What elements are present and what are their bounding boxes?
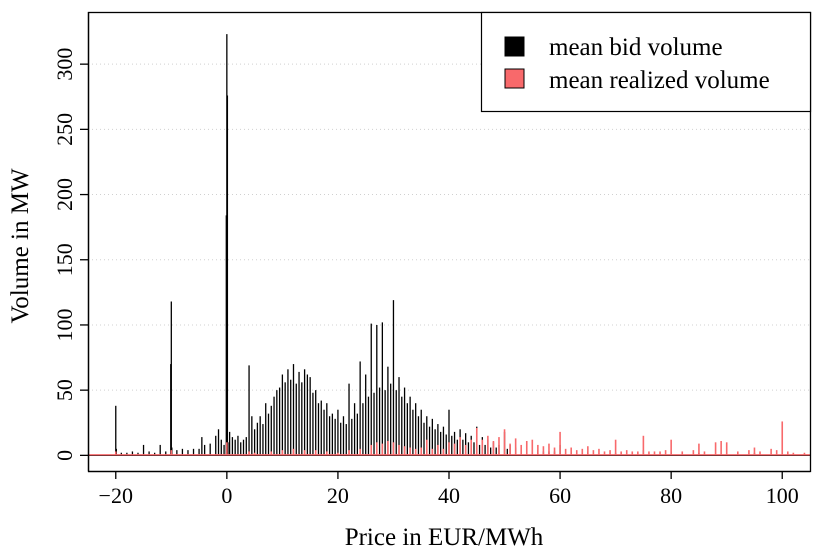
legend: mean bid volume mean realized volume <box>480 11 812 113</box>
y-axis-title: Volume in MW <box>7 168 34 323</box>
x-tick-label: 0 <box>221 483 232 508</box>
legend-swatch-realized <box>504 68 525 89</box>
legend-swatch-bid <box>504 36 525 57</box>
realized-volume-series <box>88 421 810 456</box>
x-tick-label: 20 <box>327 483 349 508</box>
legend-box <box>480 11 812 113</box>
x-tick-label: 100 <box>766 483 799 508</box>
y-tick-label: 250 <box>52 113 77 146</box>
y-tick-label: 50 <box>52 379 77 401</box>
legend-label-realized: mean realized volume <box>549 67 770 94</box>
grid-lines <box>88 63 810 391</box>
x-tick-label: 60 <box>549 483 571 508</box>
y-tick-label: 200 <box>52 178 77 211</box>
y-axis: 0 50 100 150 200 250 300 <box>52 12 90 471</box>
x-axis: −20 0 20 40 60 80 100 <box>88 470 810 508</box>
y-tick-label: 150 <box>52 243 77 276</box>
x-tick-label: −20 <box>99 483 133 508</box>
y-tick-label: 300 <box>52 48 77 81</box>
y-tick-label: 0 <box>52 450 77 461</box>
x-tick-label: 40 <box>438 483 460 508</box>
x-tick-label: 80 <box>660 483 682 508</box>
x-axis-title: Price in EUR/MWh <box>345 524 544 551</box>
y-tick-label: 100 <box>52 308 77 341</box>
legend-label-bid: mean bid volume <box>549 34 723 61</box>
